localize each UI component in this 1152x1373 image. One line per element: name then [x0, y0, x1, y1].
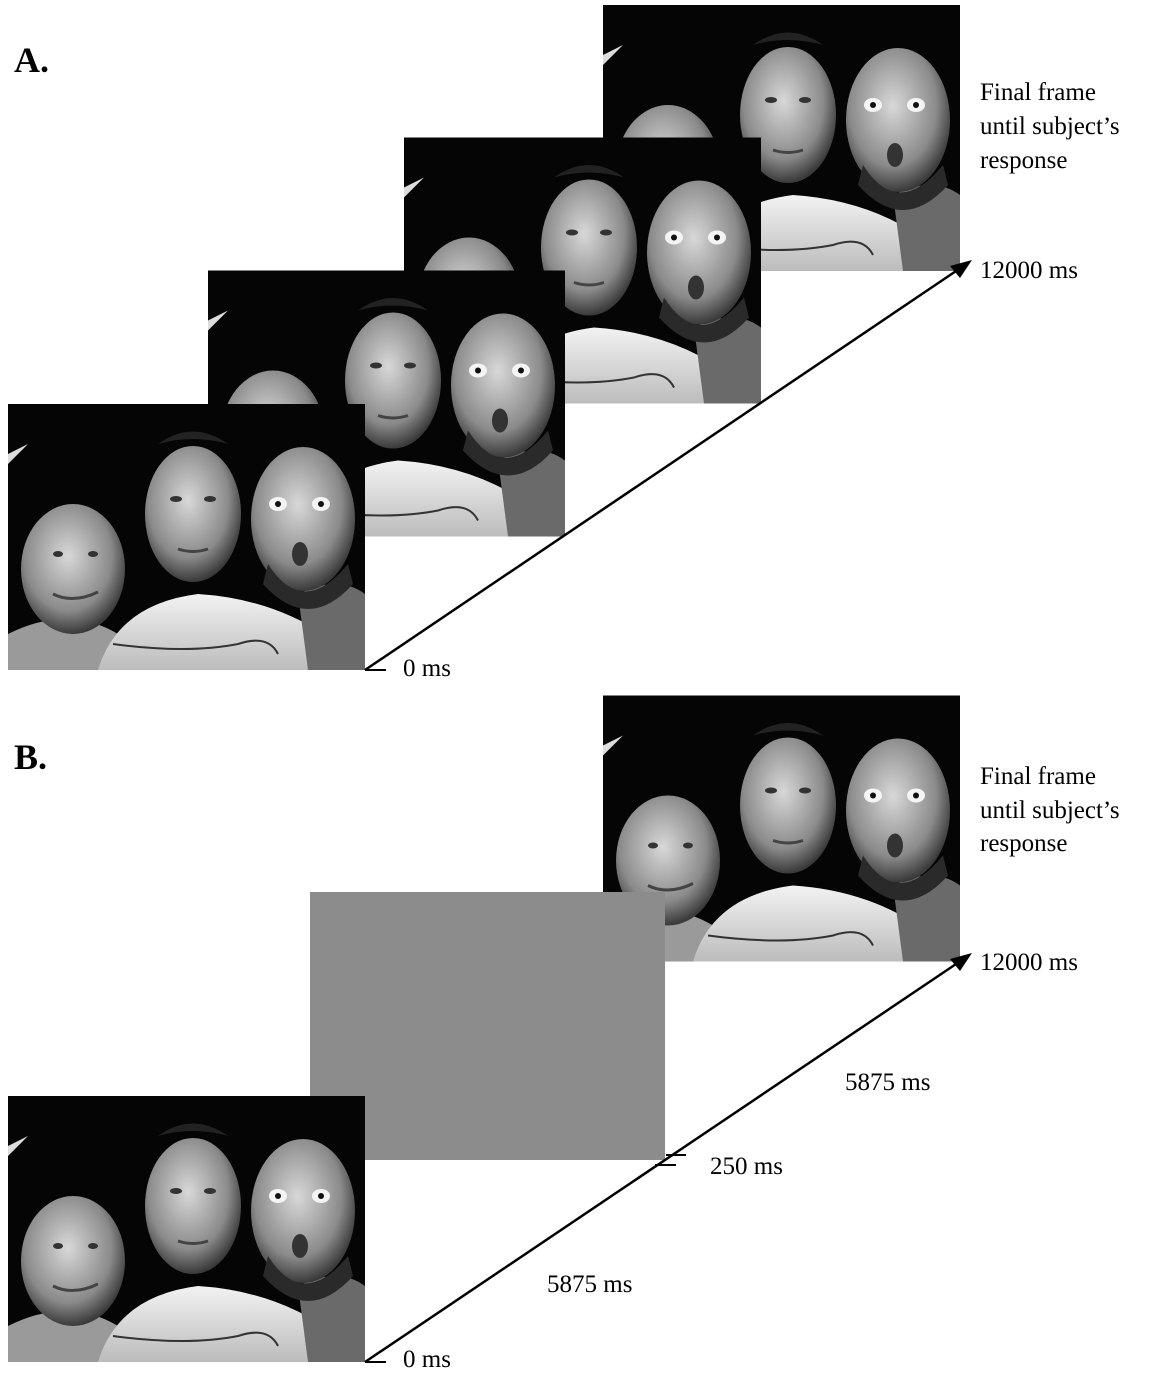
time-arrow — [364, 265, 963, 672]
time-label: 0 ms — [403, 655, 451, 682]
blank-frame — [310, 892, 665, 1160]
panel-a: A. Final frame until subject’s response … — [8, 5, 1120, 682]
interval-label: 5875 ms — [547, 1271, 632, 1298]
note-line: response — [980, 147, 1067, 174]
time-label: 250 ms — [710, 1153, 783, 1180]
time-arrow — [364, 958, 963, 1364]
note-line: until subject’s — [980, 113, 1120, 140]
interval-label: 5875 ms — [845, 1069, 930, 1096]
photo-frame — [8, 404, 365, 670]
panel-b: B. Final frame until subject’s response … — [8, 695, 1120, 1373]
note-line: Final frame — [980, 763, 1096, 790]
time-label: 0 ms — [403, 1346, 451, 1373]
note-line: until subject’s — [980, 797, 1120, 824]
note-line: Final frame — [980, 79, 1096, 106]
photo-frame — [8, 1096, 365, 1362]
time-label: 12000 ms — [980, 949, 1078, 976]
arrow-head — [950, 953, 972, 971]
panel-label: A. — [14, 40, 49, 80]
time-label: 12000 ms — [980, 257, 1078, 284]
arrow-head — [950, 260, 972, 278]
note-line: response — [980, 830, 1067, 857]
panel-label: B. — [14, 737, 47, 777]
